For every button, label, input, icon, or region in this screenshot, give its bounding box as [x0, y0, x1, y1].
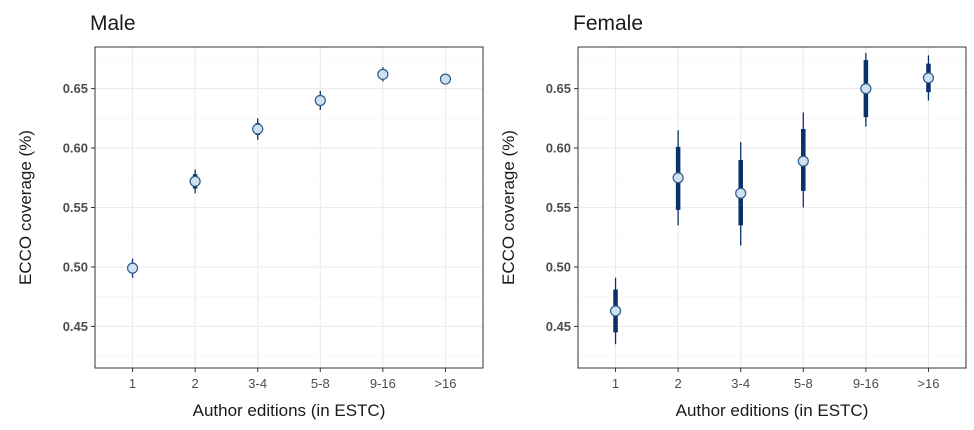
data-point	[735, 187, 747, 199]
x-tick-label: 5-8	[311, 376, 330, 391]
y-axis-title: ECCO coverage (%)	[16, 130, 35, 285]
x-tick-label: 2	[192, 376, 199, 391]
x-tick-label: >16	[917, 376, 939, 391]
x-tick-label: 3-4	[248, 376, 267, 391]
y-tick-label: 0.55	[63, 200, 88, 215]
y-tick-label: 0.65	[63, 81, 88, 96]
x-tick-label: 3-4	[731, 376, 750, 391]
male-panel: Male 0.45 0.50 0.55 0.60 0.65 1 2 3-4 5-8 9-16 >16…	[16, 12, 484, 420]
data-point	[797, 155, 809, 167]
x-tick-label: 9-16	[370, 376, 396, 391]
y-axis-title: ECCO coverage (%)	[499, 130, 518, 285]
data-point	[672, 172, 684, 184]
data-point	[252, 123, 264, 135]
data-point	[609, 305, 622, 317]
data-point	[126, 262, 139, 274]
axes: 0.45 0.50 0.55 0.60 0.65 1 2 3-4 5-8 9-16 >16	[63, 81, 457, 391]
x-tick-label: 5-8	[794, 376, 813, 391]
data-point	[922, 72, 935, 84]
y-tick-label: 0.50	[546, 259, 571, 274]
y-tick-label: 0.50	[63, 259, 88, 274]
x-tick-label: 2	[675, 376, 682, 391]
x-tick-label: >16	[434, 376, 456, 391]
female-panel: Female 0.45 0.50 0.55 0.60 0.65 1 2 3-4 5-8 9-16 >…	[499, 12, 967, 420]
x-tick-label: 9-16	[853, 376, 879, 391]
y-tick-label: 0.45	[63, 319, 88, 334]
marks	[126, 67, 452, 278]
y-tick-label: 0.60	[63, 141, 88, 156]
marks	[609, 52, 935, 345]
data-point	[314, 94, 326, 107]
data-point	[189, 175, 201, 187]
grid	[95, 47, 483, 368]
data-point	[439, 73, 452, 85]
panel-title: Female	[573, 12, 643, 35]
y-tick-label: 0.60	[546, 141, 571, 156]
y-tick-label: 0.55	[546, 200, 571, 215]
data-point	[860, 83, 872, 95]
x-tick-label: 1	[129, 376, 136, 391]
x-tick-label: 1	[612, 376, 619, 391]
x-axis-title: Author editions (in ESTC)	[676, 401, 869, 420]
y-tick-label: 0.45	[546, 319, 571, 334]
data-point	[377, 68, 389, 80]
axes: 0.45 0.50 0.55 0.60 0.65 1 2 3-4 5-8 9-16 >16	[546, 81, 940, 391]
y-tick-label: 0.65	[546, 81, 571, 96]
grid	[578, 47, 966, 368]
panel-title: Male	[90, 12, 136, 35]
x-axis-title: Author editions (in ESTC)	[193, 401, 386, 420]
